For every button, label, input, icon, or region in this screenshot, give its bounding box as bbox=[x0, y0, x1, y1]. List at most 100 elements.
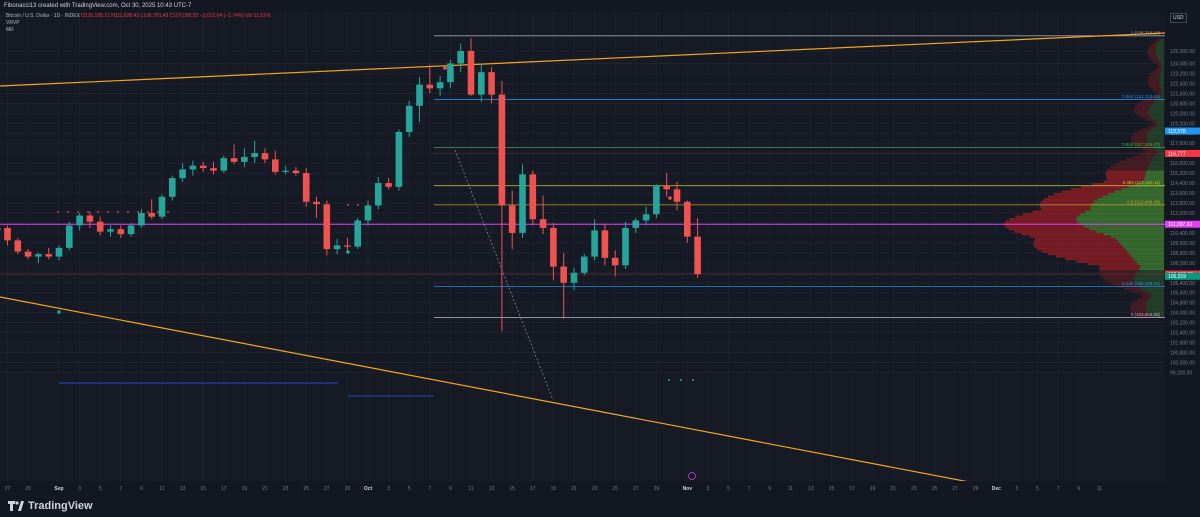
price-tick-label: 104,000.00 bbox=[1170, 311, 1195, 317]
price-tick-label: 122,400.00 bbox=[1170, 81, 1195, 87]
time-tick-label: 21 bbox=[262, 486, 268, 492]
time-tick-label: 3 bbox=[387, 486, 390, 492]
marker-dot bbox=[97, 211, 99, 213]
price-tick-label: 113,600.00 bbox=[1170, 191, 1195, 197]
volume-bar-up bbox=[1155, 153, 1164, 156]
time-tick-label: 7 bbox=[748, 486, 751, 492]
candle-body bbox=[272, 159, 279, 172]
price-tick-label: 124,000.00 bbox=[1170, 61, 1195, 67]
volume-bar-down bbox=[1076, 260, 1136, 263]
time-axis-labels: 27 29 Sep 3 5 7 9 11 13 15 17 19 21 23 25 27 29 Oct 3 5 7 9 11… bbox=[5, 486, 1102, 492]
volume-bar-up bbox=[1161, 90, 1164, 94]
time-tick-label: 25 bbox=[303, 486, 309, 492]
time-tick-label: 9 bbox=[449, 486, 452, 492]
volume-bar-down bbox=[1061, 190, 1115, 193]
volume-bar-up bbox=[1155, 53, 1164, 56]
tradingview-logo[interactable]: TradingView bbox=[8, 499, 93, 512]
volume-bar-up bbox=[1124, 247, 1164, 251]
candle-body bbox=[591, 230, 598, 257]
volume-bar-up bbox=[1076, 220, 1164, 223]
price-tags: 118,578116,777111,097.63107,097107,095.9… bbox=[1165, 127, 1200, 280]
fib-level-label: 0.146 (106,108.24) bbox=[1122, 281, 1161, 286]
fib-level-label: 0.382 (114,192.11) bbox=[1123, 180, 1161, 185]
volume-bar-up bbox=[1128, 185, 1164, 188]
fib-level-label: 0.618 (117,265.47) bbox=[1122, 142, 1160, 147]
candle-body bbox=[333, 245, 341, 250]
indicator-vrvp[interactable]: VRVP bbox=[6, 20, 20, 26]
volume-bar-down bbox=[1147, 125, 1155, 129]
volume-bar-up bbox=[1133, 257, 1164, 261]
volume-bar-up bbox=[1151, 315, 1164, 318]
volume-bar-down bbox=[1140, 100, 1154, 104]
time-tick-label: 3 bbox=[707, 486, 710, 492]
time-tick-label: Dec bbox=[992, 486, 1001, 492]
price-axis[interactable] bbox=[1165, 12, 1200, 494]
candle-body bbox=[385, 183, 392, 187]
time-tick-label: 15 bbox=[200, 486, 206, 492]
volume-bar-down bbox=[1132, 155, 1154, 159]
volume-bar-up bbox=[1145, 307, 1164, 311]
time-tick-label: 5 bbox=[1036, 486, 1039, 492]
time-axis[interactable] bbox=[0, 481, 1165, 494]
price-tick-label: 121,600.00 bbox=[1170, 91, 1195, 97]
volume-bar-down bbox=[1033, 240, 1119, 243]
symbol-title[interactable]: Bitcoin / U.S. Dollar · 1D · INDEX bbox=[6, 13, 80, 19]
volume-bar-up bbox=[1135, 260, 1164, 263]
volume-bar-down bbox=[1129, 307, 1146, 311]
volume-bar-up bbox=[1156, 120, 1164, 124]
candle-body bbox=[127, 225, 135, 235]
marker-dot bbox=[680, 379, 682, 381]
candle-body bbox=[395, 131, 403, 187]
candle-body bbox=[519, 174, 526, 233]
volume-bar-down bbox=[1132, 290, 1146, 293]
tradingview-logo-icon bbox=[8, 500, 24, 511]
candle-body bbox=[684, 201, 691, 237]
volume-bar-up bbox=[1155, 48, 1164, 51]
volume-bar-down bbox=[1148, 83, 1160, 86]
price-tag-box bbox=[1165, 220, 1200, 228]
candle-body bbox=[611, 257, 619, 266]
volume-bar-down bbox=[1105, 173, 1146, 176]
volume-bar-up bbox=[1114, 190, 1164, 193]
indicator-mr[interactable]: MR bbox=[6, 27, 14, 33]
candle-body bbox=[323, 204, 331, 250]
series-legend[interactable]: Bitcoin / U.S. Dollar · 1D · INDEX O110,… bbox=[6, 13, 271, 20]
time-tick-label: 11 bbox=[788, 486, 793, 492]
time-tick-label: 19 bbox=[242, 486, 248, 492]
time-tick-label: 3 bbox=[1016, 486, 1019, 492]
price-tag-label: 111,097.63 bbox=[1168, 222, 1193, 228]
volume-bar-down bbox=[1080, 185, 1129, 188]
currency-label[interactable]: USD bbox=[1170, 13, 1187, 23]
volume-bar-up bbox=[1137, 270, 1164, 273]
volume-bar-down bbox=[1035, 237, 1116, 241]
volume-bar-up bbox=[1110, 235, 1164, 238]
volume-bar-up bbox=[1149, 312, 1164, 316]
volume-bar-up bbox=[1075, 217, 1164, 221]
volume-bar-up bbox=[1159, 60, 1164, 64]
volume-bar-down bbox=[1005, 225, 1084, 228]
volume-bar-down bbox=[1092, 183, 1136, 186]
volume-bar-down bbox=[1151, 43, 1157, 46]
volume-bar-down bbox=[1106, 175, 1145, 178]
candle-body bbox=[694, 236, 701, 275]
price-tick-label: 108,800.00 bbox=[1170, 251, 1195, 257]
time-tick-label: 13 bbox=[180, 486, 186, 492]
candle-body bbox=[282, 170, 289, 172]
volume-bar-down bbox=[1033, 242, 1121, 246]
candle-body bbox=[313, 201, 320, 205]
volume-bar-down bbox=[1137, 315, 1152, 318]
volume-bar-up bbox=[1146, 138, 1164, 141]
candle-body bbox=[107, 229, 114, 232]
candle-body bbox=[55, 247, 63, 257]
price-tick-label: 120,000.00 bbox=[1170, 111, 1195, 117]
volume-bar-up bbox=[1159, 95, 1164, 99]
volume-bar-down bbox=[1021, 232, 1104, 236]
time-tick-label: 23 bbox=[592, 486, 598, 492]
volume-bar-down bbox=[1137, 103, 1152, 106]
markers bbox=[57, 66, 696, 480]
price-tick-label: 105,600.00 bbox=[1170, 291, 1195, 297]
volume-bar-down bbox=[1070, 188, 1122, 191]
tradingview-wordmark: TradingView bbox=[28, 499, 93, 512]
volume-bar-up bbox=[1139, 267, 1164, 271]
